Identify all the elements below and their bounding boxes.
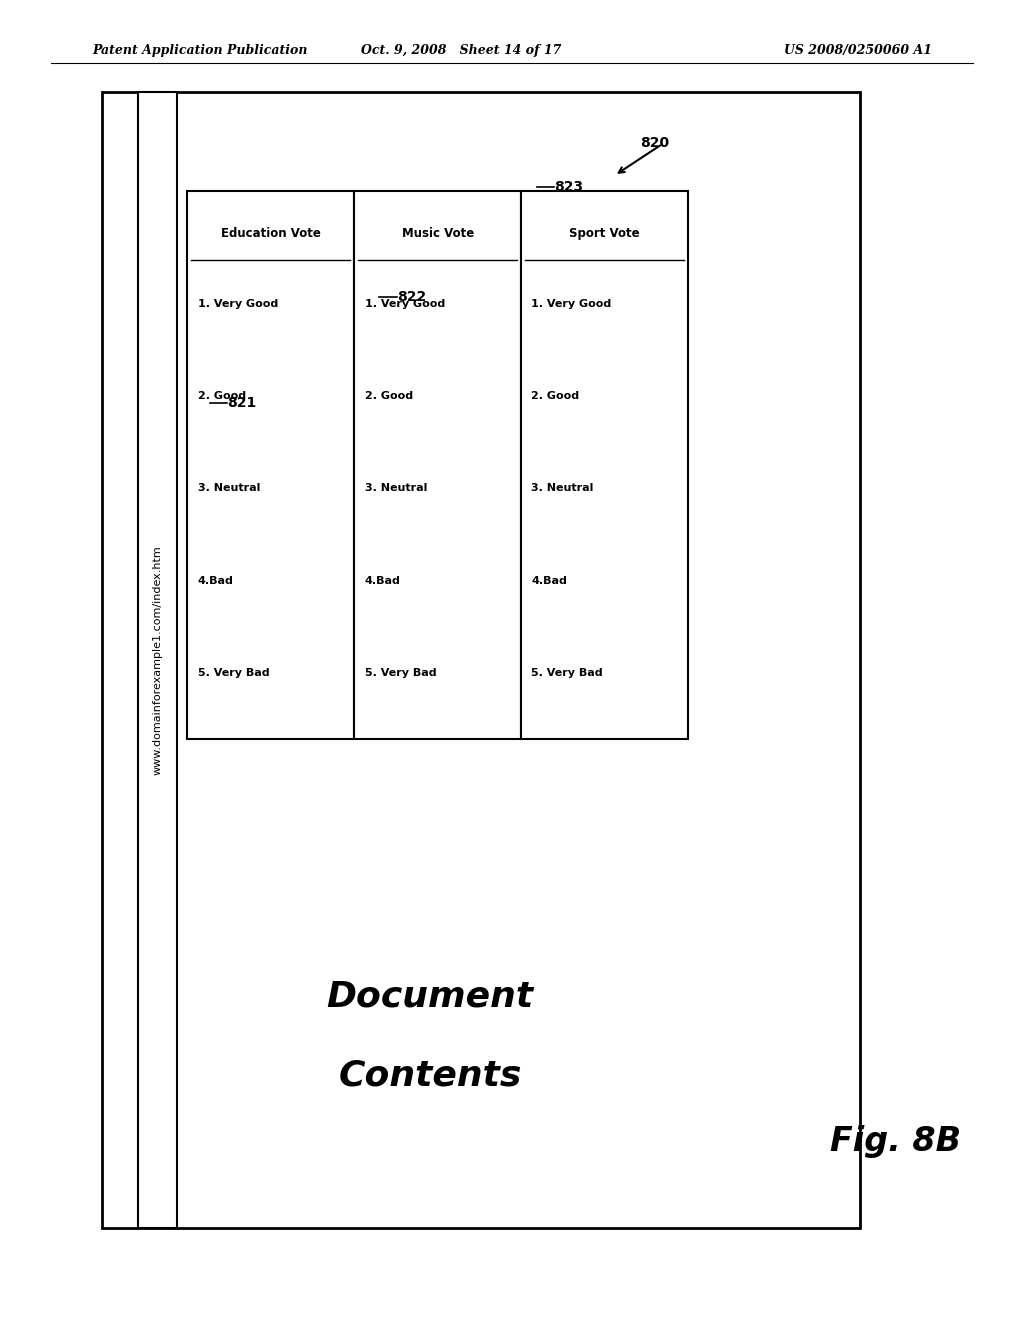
Text: 821: 821: [227, 396, 257, 409]
Text: Contents: Contents: [338, 1059, 522, 1093]
Text: 5. Very Bad: 5. Very Bad: [531, 668, 603, 678]
Bar: [187, 191, 354, 739]
Text: 5. Very Bad: 5. Very Bad: [198, 668, 269, 678]
Text: US 2008/0250060 A1: US 2008/0250060 A1: [783, 44, 932, 57]
Text: 822: 822: [397, 290, 427, 304]
Text: 1. Very Good: 1. Very Good: [531, 298, 611, 309]
Text: Oct. 9, 2008   Sheet 14 of 17: Oct. 9, 2008 Sheet 14 of 17: [360, 44, 561, 57]
Text: Education Vote: Education Vote: [221, 227, 321, 240]
Bar: [521, 191, 688, 739]
Text: 2. Good: 2. Good: [531, 391, 580, 401]
Bar: [102, 92, 860, 1228]
Text: www.domainforexample1.com/index.htm: www.domainforexample1.com/index.htm: [153, 545, 163, 775]
Text: Patent Application Publication: Patent Application Publication: [92, 44, 307, 57]
Text: 4.Bad: 4.Bad: [198, 576, 233, 586]
Bar: [138, 92, 177, 1228]
Text: Fig. 8B: Fig. 8B: [830, 1125, 962, 1159]
Text: 820: 820: [640, 136, 669, 149]
Text: 3. Neutral: 3. Neutral: [365, 483, 427, 494]
Text: 823: 823: [554, 181, 583, 194]
Text: 4.Bad: 4.Bad: [365, 576, 400, 586]
Text: Music Vote: Music Vote: [401, 227, 474, 240]
Text: 1. Very Good: 1. Very Good: [198, 298, 278, 309]
Bar: [354, 191, 521, 739]
Text: 5. Very Bad: 5. Very Bad: [365, 668, 436, 678]
Text: 3. Neutral: 3. Neutral: [198, 483, 260, 494]
Text: 3. Neutral: 3. Neutral: [531, 483, 594, 494]
Text: 2. Good: 2. Good: [198, 391, 246, 401]
Text: 4.Bad: 4.Bad: [531, 576, 567, 586]
Text: Document: Document: [327, 979, 534, 1014]
Text: 1. Very Good: 1. Very Good: [365, 298, 444, 309]
Text: Sport Vote: Sport Vote: [569, 227, 640, 240]
Text: 2. Good: 2. Good: [365, 391, 413, 401]
